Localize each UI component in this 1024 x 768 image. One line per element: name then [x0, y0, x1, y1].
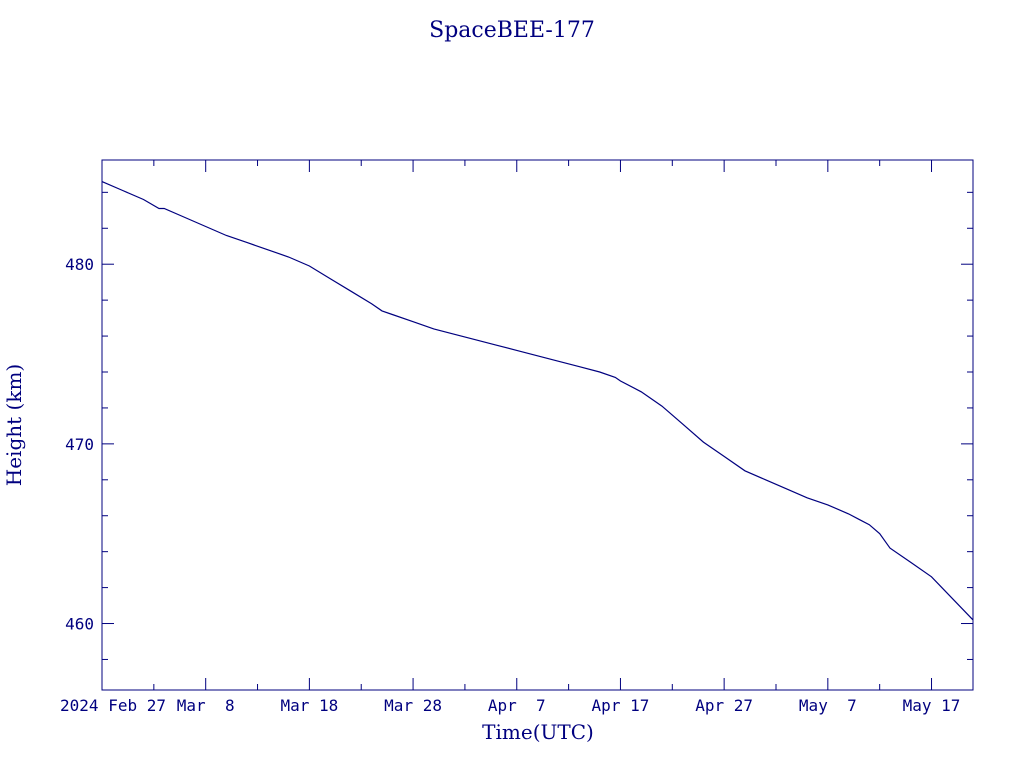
y-tick-label: 480	[65, 255, 94, 274]
x-tick-label: Apr 7	[488, 696, 546, 715]
x-axis-label: Time(UTC)	[482, 720, 594, 744]
plot-frame	[101, 159, 974, 691]
y-tick-labels: 460 470 480	[65, 255, 94, 633]
x-tick-label: Mar 18	[280, 696, 338, 715]
tick-marks	[101, 160, 973, 690]
x-tick-label: Mar 28	[384, 696, 442, 715]
y-tick-label: 460	[65, 615, 94, 634]
y-axis-label: Height (km)	[2, 364, 26, 486]
x-tick-label: 2024 Feb 27	[60, 696, 166, 715]
x-tick-label: Apr 17	[592, 696, 650, 715]
x-tick-label: Apr 27	[695, 696, 753, 715]
x-tick-label: May 17	[903, 696, 961, 715]
x-tick-label: May 7	[799, 696, 857, 715]
height-series-line	[101, 181, 974, 621]
x-tick-label: Mar 8	[177, 696, 235, 715]
x-tick-labels: 2024 Feb 27 Mar 8 Mar 18 Mar 28 Apr 7 Apr 17 A…	[60, 696, 960, 715]
y-tick-label: 470	[65, 435, 94, 454]
chart-title: SpaceBEE-177	[429, 18, 595, 43]
